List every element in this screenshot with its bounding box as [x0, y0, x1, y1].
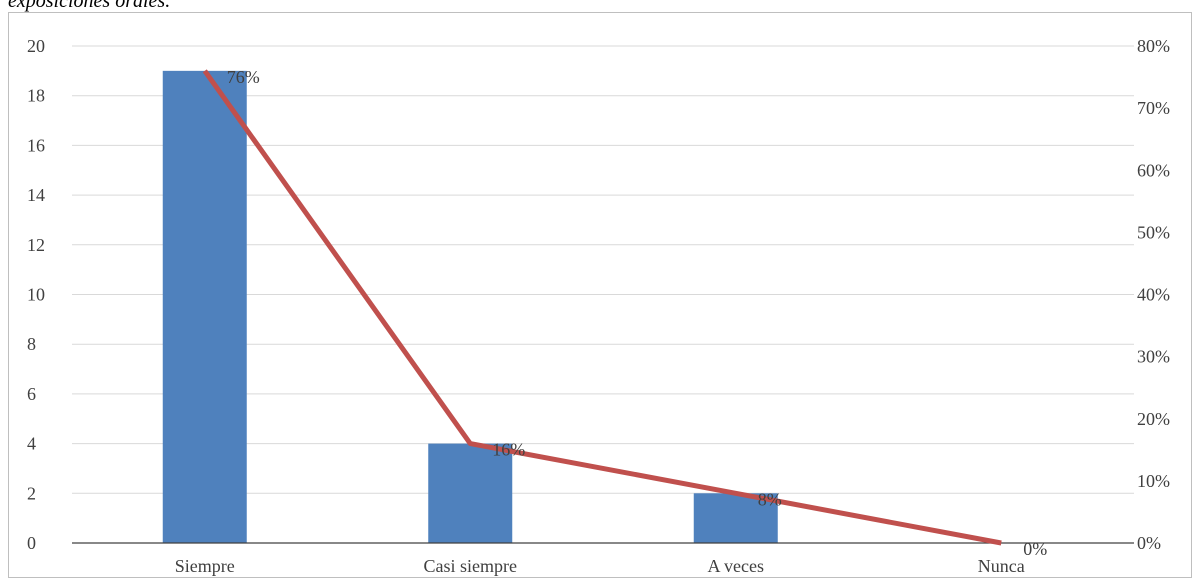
y-right-tick-label: 50% — [1137, 222, 1170, 242]
y-right-tick-label: 70% — [1137, 98, 1170, 118]
x-tick-label: Casi siempre — [424, 556, 517, 576]
y-right-tick-label: 30% — [1137, 347, 1170, 367]
combo-chart: 0 2 4 6 8 10 12 14 16 18 20 0% 10% 20% 30% 40% 50% 60% 70%… — [27, 36, 1170, 576]
y-left-tick-label: 6 — [27, 384, 36, 404]
y-right-tick-label: 10% — [1137, 471, 1170, 491]
y-left-tick-label: 10 — [27, 285, 45, 305]
y-left-tick-label: 12 — [27, 235, 45, 255]
data-label: 16% — [492, 440, 525, 460]
data-label: 0% — [1023, 539, 1047, 559]
y-left-tick-label: 16 — [27, 135, 45, 155]
bar — [428, 443, 513, 543]
y-left-tick-label: 2 — [27, 483, 36, 503]
chart-caption: exposiciones orales. — [8, 0, 171, 12]
y-right-tick-label: 60% — [1137, 160, 1170, 180]
y-left-tick-label: 8 — [27, 334, 36, 354]
data-label: 76% — [227, 67, 260, 87]
x-tick-label: Nunca — [978, 556, 1025, 576]
y-right-tick-label: 40% — [1137, 285, 1170, 305]
y-right-tick-label: 20% — [1137, 409, 1170, 429]
y-left-tick-label: 14 — [27, 185, 45, 205]
y-left-tick-label: 0 — [27, 533, 36, 553]
bar — [162, 70, 247, 543]
y-left-tick-label: 4 — [27, 434, 36, 454]
chart-area: 0 2 4 6 8 10 12 14 16 18 20 0% 10% 20% 30% 40% 50% 60% 70%… — [8, 12, 1192, 578]
y-left-tick-label: 18 — [27, 86, 45, 106]
bar — [693, 493, 778, 543]
data-label: 8% — [758, 489, 782, 509]
percent-line — [202, 69, 1002, 546]
x-tick-label: A veces — [708, 556, 764, 576]
x-tick-label: Siempre — [175, 556, 235, 576]
y-right-tick-label: 0% — [1137, 533, 1161, 553]
y-left-tick-label: 20 — [27, 36, 45, 56]
y-right-tick-label: 80% — [1137, 36, 1170, 56]
